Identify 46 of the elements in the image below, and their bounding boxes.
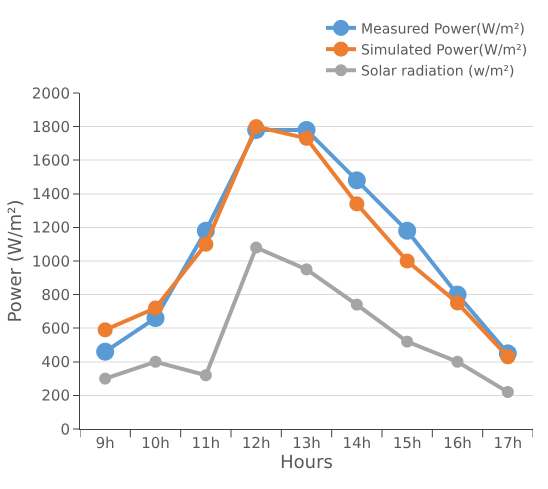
y-tick-label: 2000: [32, 84, 70, 102]
point: [299, 130, 314, 146]
y-tick-label: 1800: [32, 118, 70, 136]
x-tick-label: 9h: [96, 434, 115, 452]
x-tick-label: 17h: [494, 434, 522, 452]
y-tick-label: 1000: [32, 252, 70, 270]
y-tick-label: 800: [41, 286, 70, 304]
point: [450, 296, 465, 310]
y-tick-label: 1400: [32, 185, 70, 204]
y-tick-label: 1600: [32, 151, 70, 170]
legend-label: Measured Power(W/m²): [361, 21, 525, 38]
x-tick-label: 11h: [192, 434, 220, 452]
x-tick-label: 14h: [342, 434, 372, 452]
point: [248, 119, 264, 134]
y-tick-label: 1200: [32, 218, 70, 237]
point: [400, 254, 415, 268]
point: [500, 349, 516, 364]
point: [502, 386, 514, 398]
point: [349, 196, 364, 212]
legend-label: Simulated Power(W/m²): [361, 42, 528, 59]
point: [198, 236, 214, 252]
y-tick-label: 0: [60, 420, 70, 438]
point: [348, 171, 366, 190]
y-tick-label: 600: [41, 319, 70, 338]
x-axis-title: Hours: [280, 452, 333, 473]
point: [96, 342, 114, 361]
point: [350, 298, 363, 311]
point: [452, 356, 464, 368]
point: [98, 322, 113, 338]
y-axis-title: Power (W/m²): [5, 200, 26, 322]
x-tick-label: 15h: [392, 434, 422, 452]
x-tick-label: 13h: [292, 434, 321, 452]
point: [200, 369, 212, 382]
y-tick-label: 400: [41, 353, 70, 372]
point: [99, 372, 112, 385]
point: [398, 222, 416, 240]
y-tick-label: 200: [41, 386, 70, 405]
point: [150, 356, 162, 368]
point: [300, 263, 312, 276]
legend-label: Solar radiation (w/m²): [361, 64, 514, 80]
point: [148, 300, 163, 316]
point: [401, 336, 414, 348]
point: [250, 242, 262, 254]
x-tick-label: 10h: [141, 434, 170, 452]
x-tick-label: 16h: [443, 434, 472, 452]
x-tick-label: 12h: [242, 434, 270, 452]
